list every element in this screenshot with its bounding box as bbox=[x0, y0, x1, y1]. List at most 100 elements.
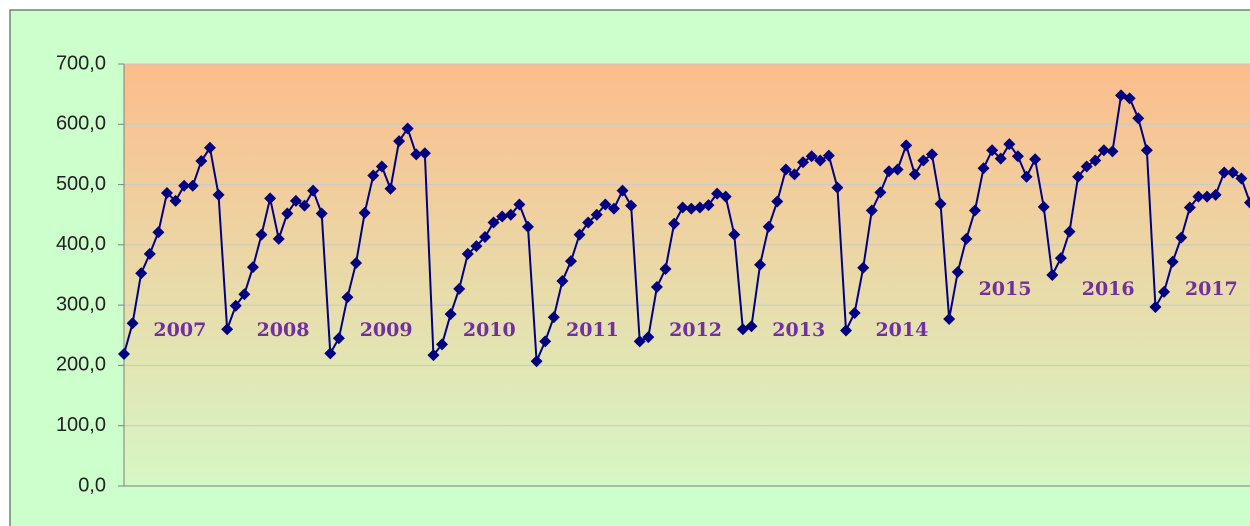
data-point bbox=[143, 247, 156, 260]
plot-area bbox=[124, 64, 1250, 486]
data-point bbox=[831, 181, 844, 194]
data-point bbox=[642, 331, 655, 344]
y-tick-label: 0,0 bbox=[78, 474, 106, 496]
data-point bbox=[1226, 166, 1239, 179]
data-point bbox=[375, 160, 388, 173]
data-point bbox=[229, 299, 242, 312]
year-label: 2015 bbox=[979, 278, 1032, 300]
data-point bbox=[728, 228, 741, 241]
data-point bbox=[521, 220, 534, 233]
data-point bbox=[272, 232, 285, 245]
year-label: 2017 bbox=[1185, 278, 1238, 300]
data-point bbox=[341, 291, 354, 304]
data-point bbox=[1003, 138, 1016, 151]
data-point bbox=[1037, 200, 1050, 213]
data-point bbox=[169, 194, 182, 207]
data-point bbox=[857, 261, 870, 274]
data-point bbox=[350, 256, 363, 269]
data-point bbox=[126, 317, 139, 330]
data-point bbox=[934, 197, 947, 210]
data-point bbox=[1158, 285, 1171, 298]
data-point bbox=[943, 313, 956, 326]
data-point bbox=[393, 135, 406, 148]
data-point bbox=[925, 148, 938, 161]
y-tick-label: 400,0 bbox=[56, 233, 106, 255]
data-point bbox=[1201, 190, 1214, 203]
data-point bbox=[1106, 145, 1119, 158]
data-point bbox=[607, 202, 620, 215]
data-point bbox=[865, 204, 878, 217]
data-point bbox=[221, 323, 234, 336]
y-tick-label: 600,0 bbox=[56, 113, 106, 135]
data-point bbox=[771, 195, 784, 208]
data-point bbox=[564, 255, 577, 268]
data-point bbox=[160, 187, 173, 200]
data-point bbox=[1046, 269, 1059, 281]
data-point bbox=[289, 194, 302, 207]
data-point bbox=[384, 182, 397, 195]
data-point bbox=[994, 152, 1007, 165]
data-point bbox=[1149, 300, 1162, 313]
data-point bbox=[496, 210, 509, 223]
data-point bbox=[625, 199, 638, 212]
data-point bbox=[556, 275, 569, 288]
data-point bbox=[1029, 153, 1042, 166]
data-point bbox=[693, 201, 706, 214]
data-point bbox=[891, 163, 904, 176]
data-point bbox=[135, 267, 148, 280]
data-point bbox=[444, 308, 457, 321]
data-point bbox=[702, 199, 715, 212]
data-point bbox=[255, 228, 268, 241]
data-point bbox=[1123, 92, 1136, 105]
year-label: 2008 bbox=[257, 319, 310, 341]
data-point bbox=[461, 247, 474, 260]
data-point bbox=[453, 282, 466, 295]
year-label: 2013 bbox=[772, 319, 825, 341]
data-point bbox=[874, 186, 887, 199]
data-point bbox=[582, 216, 595, 229]
data-point bbox=[195, 155, 208, 168]
data-point bbox=[436, 338, 449, 351]
data-point bbox=[118, 347, 130, 360]
data-point bbox=[264, 192, 277, 205]
data-point bbox=[1192, 190, 1205, 203]
data-point bbox=[1089, 154, 1102, 167]
data-point bbox=[178, 179, 191, 192]
data-point bbox=[745, 320, 758, 333]
data-point bbox=[908, 168, 921, 181]
data-point bbox=[917, 154, 930, 167]
data-point bbox=[281, 207, 294, 220]
data-point bbox=[1244, 196, 1250, 209]
data-point bbox=[203, 141, 216, 154]
data-point bbox=[951, 265, 964, 278]
data-point bbox=[410, 148, 423, 161]
data-point bbox=[1020, 170, 1033, 183]
data-point bbox=[968, 204, 981, 217]
data-point bbox=[1132, 112, 1145, 125]
data-point bbox=[960, 232, 973, 245]
data-point bbox=[315, 207, 328, 220]
y-tick-label: 700,0 bbox=[56, 52, 106, 74]
data-point bbox=[1175, 231, 1188, 244]
data-point bbox=[539, 335, 552, 348]
data-point bbox=[246, 261, 259, 274]
data-point bbox=[676, 201, 689, 214]
data-point bbox=[590, 208, 603, 221]
data-point bbox=[238, 288, 251, 301]
data-point bbox=[805, 150, 818, 163]
y-tick-label: 200,0 bbox=[56, 354, 106, 376]
data-point bbox=[530, 355, 543, 368]
data-point bbox=[547, 311, 560, 324]
data-point bbox=[668, 217, 681, 230]
data-point bbox=[358, 206, 371, 219]
year-label: 2012 bbox=[669, 319, 722, 341]
data-point bbox=[418, 147, 431, 160]
data-point bbox=[186, 179, 199, 192]
year-label: 2009 bbox=[360, 319, 413, 341]
data-point bbox=[1218, 166, 1231, 179]
data-point bbox=[1080, 160, 1093, 173]
data-point bbox=[848, 306, 861, 319]
data-point bbox=[650, 281, 663, 294]
data-point bbox=[1166, 255, 1179, 268]
data-point bbox=[986, 144, 999, 157]
